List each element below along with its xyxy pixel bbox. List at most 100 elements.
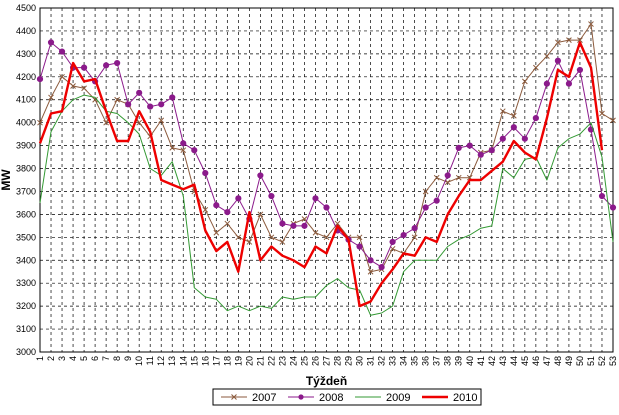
data-point-2008 — [58, 48, 66, 55]
data-point-2007 — [411, 234, 418, 241]
data-point-2008 — [466, 142, 473, 149]
data-point-2007 — [566, 37, 572, 43]
legend-item-2010: 2010 — [422, 392, 477, 404]
data-point-2007 — [433, 174, 440, 181]
data-point-2008 — [136, 89, 143, 96]
series-2008 — [36, 39, 617, 271]
data-point-2007 — [180, 147, 187, 154]
data-point-2007 — [599, 110, 605, 117]
data-point-2007 — [59, 73, 65, 80]
y-tick-label: 3000 — [16, 347, 36, 357]
data-point-2007 — [323, 234, 330, 241]
x-tick-label: 15 — [189, 356, 199, 366]
data-point-2007 — [312, 229, 319, 236]
x-tick-label: 2 — [46, 356, 56, 361]
legend-label: 2008 — [319, 392, 343, 404]
data-point-2007 — [213, 229, 220, 236]
x-tick-label: 46 — [531, 356, 541, 366]
x-tick-label: 3 — [57, 356, 67, 361]
data-point-2008 — [444, 172, 451, 179]
x-tick-label: 17 — [211, 356, 221, 366]
data-point-2007 — [334, 220, 341, 227]
y-axis-label: MW — [0, 169, 13, 191]
series-2010 — [38, 41, 604, 308]
x-tick-label: 37 — [432, 356, 442, 366]
data-point-2008 — [268, 192, 275, 200]
data-point-2008 — [257, 172, 264, 179]
plot-area-frame — [39, 7, 614, 353]
x-tick-label: 47 — [542, 356, 552, 366]
data-point-2008 — [312, 195, 319, 202]
x-tick-label: 8 — [112, 356, 122, 361]
data-point-2008 — [543, 80, 550, 87]
x-tick-label: 6 — [90, 356, 100, 361]
x-tick-label: 44 — [509, 356, 519, 366]
data-point-2008 — [367, 257, 374, 264]
legend-item-2008: 2008 — [288, 392, 343, 404]
series-layer — [36, 21, 617, 316]
x-tick-label: 45 — [520, 356, 530, 366]
data-point-2007 — [499, 108, 506, 115]
x-tick-label: 19 — [233, 356, 243, 366]
x-tick-label: 49 — [564, 356, 574, 366]
data-point-2007 — [510, 112, 517, 119]
x-tick-label: 7 — [101, 356, 111, 361]
series-2009 — [39, 94, 614, 316]
data-point-2008 — [191, 147, 198, 154]
data-point-2008 — [323, 204, 330, 211]
data-point-2007 — [92, 96, 98, 103]
series-line-2009 — [39, 94, 614, 316]
x-tick-label: 43 — [498, 356, 508, 366]
x-tick-label: 35 — [410, 356, 420, 366]
legend-marker — [231, 394, 237, 400]
data-point-2008 — [565, 80, 573, 87]
data-point-2008 — [433, 197, 440, 204]
y-tick-label: 3900 — [16, 141, 36, 151]
data-point-2007 — [136, 119, 143, 126]
x-axis-tick-labels: 1 2 3 4 5 6 7 8 9 10 11 12 13 14 15 16 17 18 19 20 21 22 23 24 2… — [35, 356, 618, 366]
legend: 2007 2008 2009 2010 — [212, 388, 482, 406]
y-axis-tick-labels: 3000 3100 3200 3300 3400 3500 3600 3700 3800 3900… — [16, 3, 36, 357]
data-point-2008 — [510, 124, 517, 131]
legend-box — [212, 388, 482, 406]
x-tick-label: 13 — [167, 356, 177, 366]
data-point-2008 — [36, 75, 44, 83]
data-point-2008 — [147, 103, 154, 110]
x-tick-label: 53 — [608, 356, 618, 366]
data-point-2008 — [356, 243, 363, 250]
data-point-2008 — [521, 135, 528, 142]
x-tick-label: 52 — [597, 356, 607, 366]
data-point-2007 — [268, 234, 275, 241]
y-tick-label: 4200 — [16, 72, 36, 82]
data-point-2008 — [488, 147, 495, 154]
x-tick-label: 4 — [68, 356, 78, 361]
data-point-2008 — [103, 62, 110, 69]
x-tick-label: 30 — [355, 356, 365, 366]
data-point-2007 — [577, 37, 583, 43]
x-tick-label: 51 — [586, 356, 596, 366]
x-tick-label: 9 — [123, 356, 133, 361]
data-point-2007 — [610, 117, 616, 124]
data-point-2007 — [235, 234, 242, 241]
x-tick-label: 41 — [476, 356, 486, 366]
x-tick-label: 22 — [266, 356, 276, 366]
data-point-2007 — [81, 85, 87, 92]
data-point-2007 — [422, 188, 429, 195]
data-point-2008 — [598, 192, 606, 200]
data-point-2007 — [356, 234, 363, 241]
data-point-2007 — [555, 39, 561, 46]
data-point-2007 — [103, 119, 109, 126]
data-point-2007 — [37, 119, 43, 126]
data-point-2008 — [213, 202, 220, 209]
x-tick-label: 40 — [465, 356, 475, 366]
legend-item-2007: 2007 — [221, 392, 276, 404]
data-point-2007 — [246, 239, 253, 245]
x-tick-label: 16 — [200, 356, 210, 366]
x-tick-label: 21 — [255, 356, 265, 366]
y-tick-label: 3600 — [16, 209, 36, 219]
series-2007 — [37, 21, 616, 275]
data-point-2008 — [158, 101, 165, 108]
x-tick-label: 39 — [454, 356, 464, 366]
